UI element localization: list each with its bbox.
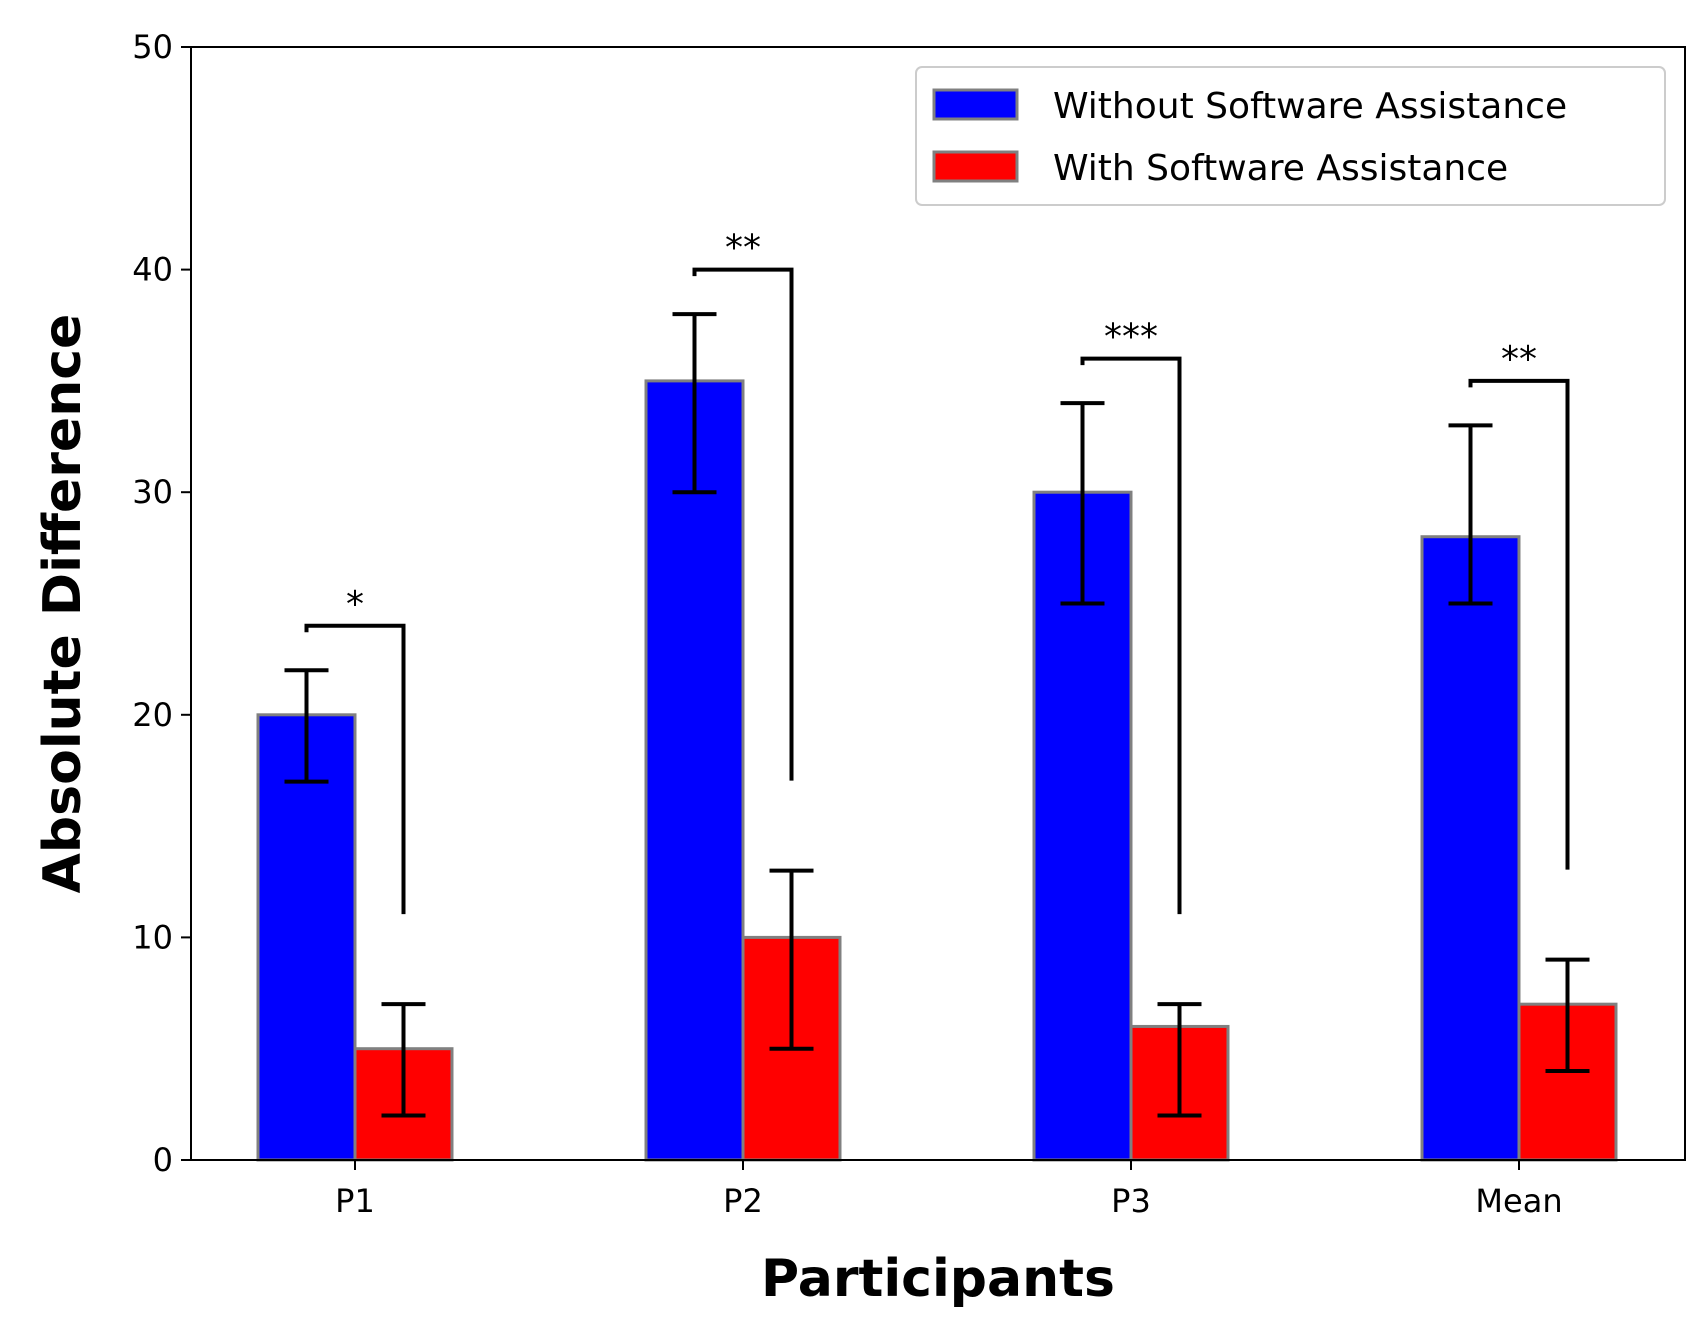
significance-layer: ******** [304,228,1570,915]
legend-label-series-2: With Software Assistance [1053,148,1508,189]
significance-p3-bracket [1080,356,1182,915]
significance-p1-label: * [346,584,364,625]
y-tick-label-30: 30 [132,473,173,511]
legend-swatch-series-2 [932,150,1019,183]
x-axis: P1 P2 P3 Mean [335,1160,1563,1220]
y-tick-label-0: 0 [153,1141,173,1179]
bar-p1-series-1 [256,713,357,1162]
significance-p3-label: *** [1104,317,1158,358]
significance-mean-bracket [1468,378,1570,870]
y-tick-label-50: 50 [132,28,173,66]
y-tick-label-20: 20 [132,696,173,734]
y-axis-title: Absolute Difference [33,314,93,894]
error-bars-layer [284,312,1590,1118]
legend: Without Software Assistance With Software… [915,66,1666,206]
bar-p2-series-1 [644,379,745,1162]
y-axis: 0 10 20 30 40 50 [132,28,191,1179]
plot-frame [190,46,1686,1161]
x-tick-label-mean: Mean [1475,1182,1562,1220]
bar-mean-series-1 [1420,535,1521,1162]
x-tick-label-p2: P2 [723,1182,763,1220]
significance-p2-bracket [692,267,794,781]
x-tick-label-p1: P1 [335,1182,375,1220]
significance-p2-label: ** [725,228,761,269]
significance-mean-label: ** [1501,339,1537,380]
significance-p1-bracket [304,623,406,915]
x-axis-title: Participants [761,1249,1115,1309]
y-tick-label-40: 40 [132,251,173,289]
bars-layer [256,379,1618,1162]
y-tick-label-10: 10 [132,918,173,956]
x-tick-label-p3: P3 [1111,1182,1151,1220]
legend-label-series-1: Without Software Assistance [1053,86,1567,127]
legend-swatch-series-1 [932,88,1019,121]
legend-box [915,66,1666,206]
